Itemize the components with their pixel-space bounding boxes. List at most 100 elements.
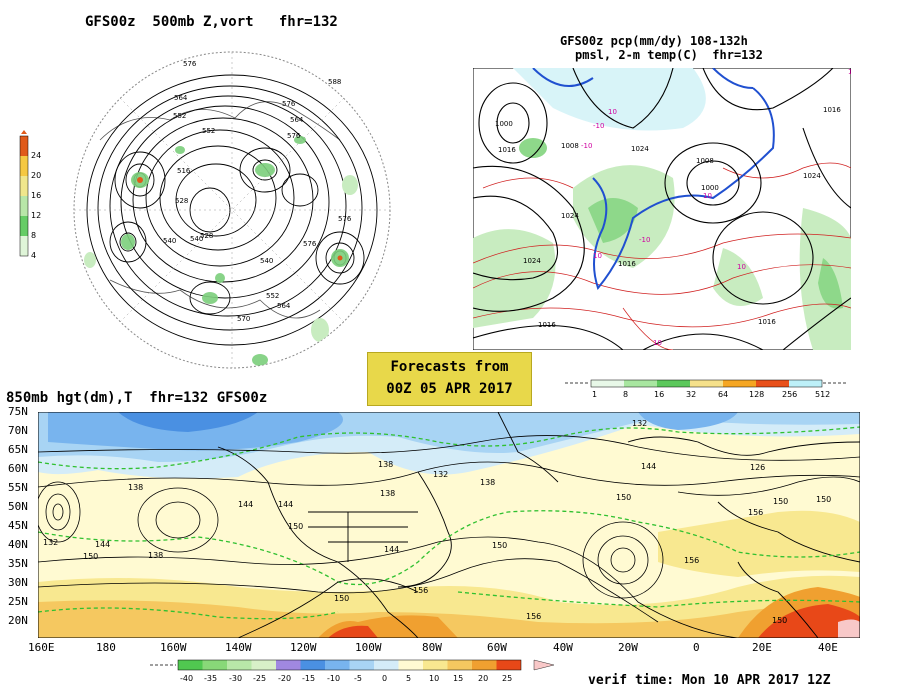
colorbar-segment bbox=[472, 660, 497, 670]
colorbar-segment bbox=[178, 660, 203, 670]
height-label: 156 bbox=[684, 556, 699, 565]
temp-label: -10 bbox=[639, 236, 650, 244]
temp-label: 10 bbox=[737, 263, 746, 271]
contour-label: 576 bbox=[303, 240, 317, 248]
colorbar-tick: 64 bbox=[718, 390, 728, 399]
height-label: 144 bbox=[238, 500, 253, 509]
lat-label: 30N bbox=[8, 576, 28, 589]
lon-label: 0 bbox=[693, 641, 700, 654]
height-label: 144 bbox=[278, 500, 293, 509]
isobar-label: 1016 bbox=[538, 321, 556, 329]
colorbar-tick: -10 bbox=[327, 674, 340, 683]
contour-label: 552 bbox=[266, 292, 279, 300]
colorbar-tick: -15 bbox=[302, 674, 315, 683]
height-label: 138 bbox=[378, 460, 393, 469]
height-label: 138 bbox=[148, 551, 163, 560]
lon-label: 140W bbox=[225, 641, 252, 654]
colorbar-tick: -40 bbox=[180, 674, 193, 683]
lat-label: 60N bbox=[8, 462, 28, 475]
colorbar-tick: -25 bbox=[253, 674, 266, 683]
height-label: 138 bbox=[380, 489, 395, 498]
forecast-init-box: Forecasts from 00Z 05 APR 2017 bbox=[367, 352, 532, 406]
colorbar-tick: 8 bbox=[31, 231, 36, 240]
temp-label: -10 bbox=[593, 122, 604, 130]
contour-label: 570 bbox=[237, 315, 250, 323]
verification-time: verif time: Mon 10 APR 2017 12Z bbox=[588, 673, 831, 688]
height-label: 156 bbox=[748, 508, 763, 517]
colorbar-tick: 8 bbox=[623, 390, 628, 399]
lat-label: 50N bbox=[8, 500, 28, 513]
height-label: 138 bbox=[480, 478, 495, 487]
height-label: 156 bbox=[526, 612, 541, 621]
colorbar-tick: 0 bbox=[382, 674, 387, 683]
vorticity-colorbar: 24 20 16 12 8 4 bbox=[19, 130, 41, 260]
colorbar-tick: 256 bbox=[782, 390, 797, 399]
isobar-label: 1016 bbox=[758, 318, 776, 326]
contour-label: 588 bbox=[328, 78, 341, 86]
lon-label: 120W bbox=[290, 641, 317, 654]
colorbar-segment bbox=[325, 660, 350, 670]
contour-label: 576 bbox=[287, 132, 301, 140]
colorbar-segment bbox=[496, 660, 521, 670]
height-label: 144 bbox=[641, 462, 656, 471]
height-label: 150 bbox=[816, 495, 831, 504]
colorbar-tick: 25 bbox=[502, 674, 512, 683]
lat-label: 35N bbox=[8, 557, 28, 570]
colorbar-tick: 1 bbox=[592, 390, 597, 399]
isobar-label: 1016 bbox=[823, 106, 841, 114]
height-label: 132 bbox=[43, 538, 58, 547]
colorbar-tick: 20 bbox=[31, 171, 41, 180]
isobar-label: 1016 bbox=[498, 146, 516, 154]
temp-label: 10 bbox=[703, 192, 712, 200]
colorbar-segment bbox=[398, 660, 423, 670]
colorbar-segment bbox=[251, 660, 276, 670]
colorbar-segment bbox=[447, 660, 472, 670]
colorbar-segment bbox=[374, 660, 399, 670]
height-label: 132 bbox=[632, 419, 647, 428]
lon-label: 40W bbox=[553, 641, 573, 654]
contour-label: 576 bbox=[282, 100, 296, 108]
contour-label: 564 bbox=[174, 94, 188, 102]
contour-label: 516 bbox=[177, 167, 191, 175]
isobar-label: 1008 bbox=[561, 142, 579, 150]
lat-label: 70N bbox=[8, 424, 28, 437]
colorbar-tick: -5 bbox=[354, 674, 362, 683]
lon-label: 40E bbox=[818, 641, 838, 654]
colorbar-tick: 24 bbox=[31, 151, 41, 160]
height-label: 150 bbox=[288, 522, 303, 531]
contour-label: 564 bbox=[290, 116, 304, 124]
lon-label: 100W bbox=[355, 641, 382, 654]
temp-label: 10 bbox=[653, 339, 662, 347]
colorbar-segment bbox=[300, 660, 325, 670]
isobar-label: 1016 bbox=[618, 260, 636, 268]
contour-label: 576 bbox=[183, 60, 197, 68]
height-label: 150 bbox=[772, 616, 787, 625]
colorbar-tick: 4 bbox=[31, 251, 36, 260]
colorbar-segment bbox=[276, 660, 301, 670]
lon-label: 60W bbox=[487, 641, 507, 654]
colorbar-tick: 32 bbox=[686, 390, 696, 399]
lon-label: 160E bbox=[28, 641, 55, 654]
colorbar-tick: -35 bbox=[204, 674, 217, 683]
temp-label: 10 bbox=[848, 68, 851, 76]
lon-label: 20E bbox=[752, 641, 772, 654]
temp-label: -10 bbox=[581, 142, 592, 150]
forecast-init-line1: Forecasts from bbox=[390, 359, 509, 375]
height-label: 138 bbox=[128, 483, 143, 492]
forecast-init-line2: 00Z 05 APR 2017 bbox=[386, 381, 513, 397]
height-label: 132 bbox=[433, 470, 448, 479]
precip-colorbar: 1 8 16 32 64 128 256 512 bbox=[565, 379, 847, 399]
temp-label: 10 bbox=[593, 252, 602, 260]
contour-label: 540 bbox=[163, 237, 176, 245]
height-label: 150 bbox=[334, 594, 349, 603]
colorbar-tick: 5 bbox=[406, 674, 411, 683]
lat-label: 75N bbox=[8, 405, 28, 418]
contour-label: 564 bbox=[277, 302, 291, 310]
lon-label: 180 bbox=[96, 641, 116, 654]
colorbar-tick: 16 bbox=[31, 191, 41, 200]
lat-label: 40N bbox=[8, 538, 28, 551]
isobar-label: 1000 bbox=[701, 184, 719, 192]
lon-label: 80W bbox=[422, 641, 442, 654]
panel-500mb-title: GFS00z 500mb Z,vort fhr=132 bbox=[85, 14, 338, 30]
isobar-label: 1000 bbox=[495, 120, 513, 128]
